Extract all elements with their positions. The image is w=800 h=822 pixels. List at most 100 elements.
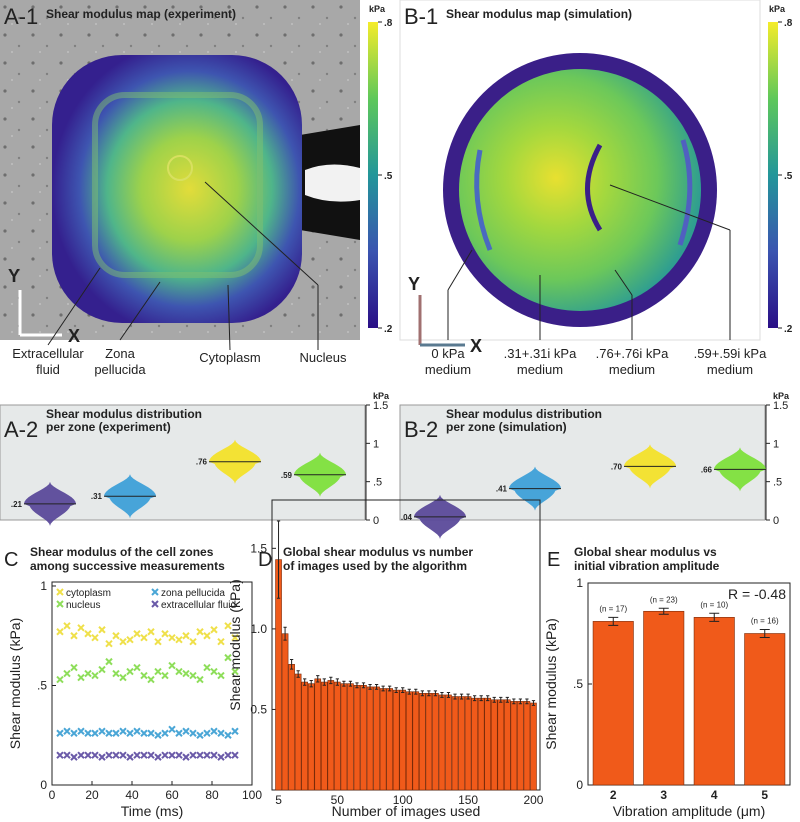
annotation: R = -0.48	[728, 586, 786, 602]
legend-marker	[151, 600, 159, 608]
x-axis-label: Number of images used	[332, 803, 481, 819]
panel-label: A-2	[4, 417, 38, 442]
bar	[445, 694, 452, 791]
scatter-point	[154, 753, 162, 761]
scatter-point	[84, 669, 92, 678]
scatter-point	[147, 628, 155, 636]
scatter-point	[175, 751, 183, 759]
bar	[484, 697, 492, 791]
scatter-point	[63, 751, 71, 759]
bar	[530, 702, 537, 791]
bar	[327, 680, 335, 791]
zone-label: 0 kPa	[431, 346, 465, 361]
scatter-point	[133, 727, 141, 735]
zone-label: fluid	[36, 362, 60, 377]
error-bar	[420, 690, 424, 697]
error-bar	[368, 683, 372, 690]
scatter-point	[161, 671, 169, 680]
bar	[451, 696, 459, 791]
plot-frame	[51, 581, 253, 786]
scatter-point	[224, 731, 232, 739]
bar	[399, 689, 407, 791]
scatter-point	[98, 727, 106, 735]
scatter-point	[91, 729, 99, 737]
error-bar	[303, 678, 307, 686]
x-tick-label: 50	[331, 793, 345, 807]
scatter-point	[196, 675, 204, 684]
error-bar	[446, 692, 451, 698]
zone-pointers	[47, 181, 731, 351]
x-tick-label: 200	[523, 793, 543, 807]
violin-value-label: .66	[701, 465, 713, 474]
y-tick-label: 1	[40, 579, 47, 593]
axis-letter-y: Y	[408, 274, 420, 294]
scatter-point	[210, 727, 218, 735]
error-bar	[316, 675, 320, 683]
x-tick-label: 150	[458, 793, 478, 807]
y-tick-label: 0	[40, 778, 47, 792]
scatter-point	[119, 751, 127, 759]
scatter-point	[182, 727, 190, 735]
scatter-point	[84, 751, 92, 759]
panel-label: C	[4, 549, 18, 571]
scatter-point	[147, 675, 155, 684]
scatter-point	[224, 653, 232, 662]
map-title: Shear modulus map (experiment)	[46, 7, 236, 21]
error-bar	[342, 680, 346, 687]
zone-label: .31+.31i kPa	[504, 346, 577, 361]
scatter-point	[98, 753, 106, 761]
error-bar	[459, 693, 464, 700]
scatter-point	[140, 751, 148, 759]
scatter-point	[196, 628, 204, 636]
bar	[386, 688, 393, 791]
bar	[392, 689, 400, 791]
violin-value-label: .41	[496, 485, 508, 494]
scatter-point	[182, 632, 190, 640]
y-tick-label: 1.5	[773, 400, 788, 412]
violin-value-label: .31	[91, 492, 103, 501]
scatter-point	[175, 667, 183, 676]
y-axis-label: kPa	[773, 391, 790, 401]
y-tick-label: 1.0	[250, 622, 267, 636]
scatter-point	[231, 727, 239, 735]
bar	[353, 684, 361, 791]
zone-label: medium	[609, 362, 655, 377]
scatter-point	[63, 622, 71, 630]
map-title: Shear modulus map (simulation)	[446, 7, 632, 21]
chart-title: Global shear modulus vs number	[283, 545, 473, 559]
error-bar	[296, 670, 300, 678]
y-tick-label: 1	[773, 438, 779, 450]
scatter-point	[77, 673, 85, 682]
scatter-point	[168, 661, 176, 670]
scatter-point	[91, 671, 99, 680]
scatter-point	[196, 731, 204, 739]
scatter-point	[126, 636, 134, 644]
bar	[425, 693, 433, 791]
scatter-point	[224, 751, 232, 759]
x-tick-label: 0	[49, 788, 56, 802]
bar	[592, 621, 634, 786]
scatter-point	[147, 751, 155, 759]
bar	[288, 664, 295, 791]
scatter-point	[112, 669, 120, 678]
colorbar-tick-label: .8	[784, 18, 793, 29]
error-bar	[374, 683, 379, 690]
chart-title: Shear modulus distribution	[446, 407, 602, 421]
bar	[432, 693, 439, 791]
bar	[405, 691, 413, 791]
scatter-point	[182, 753, 190, 761]
chart-title: per zone (experiment)	[46, 420, 171, 434]
error-bar	[759, 628, 770, 639]
bar	[643, 610, 685, 786]
x-tick-label: 100	[393, 793, 413, 807]
bar	[510, 701, 518, 791]
bar	[504, 699, 511, 791]
scatter-point	[126, 729, 134, 737]
bar	[412, 691, 420, 791]
error-bar	[355, 682, 359, 689]
x-tick-label: 80	[205, 788, 219, 802]
x-tick-label: 5	[275, 793, 282, 807]
scatter-point	[231, 634, 239, 642]
chart-title: per zone (simulation)	[446, 420, 567, 434]
scatter-point	[56, 675, 64, 684]
